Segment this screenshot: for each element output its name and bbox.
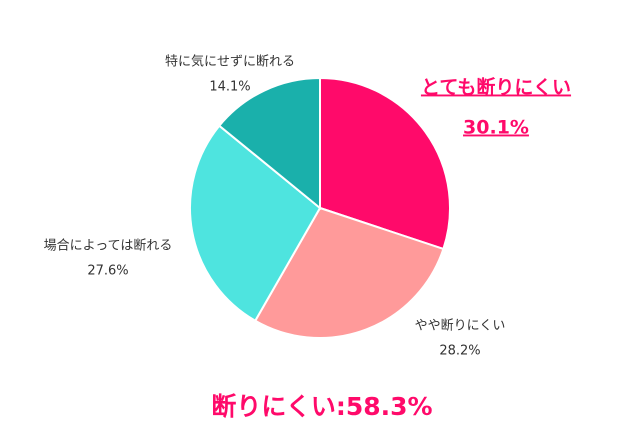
value-label: 27.6% bbox=[87, 264, 128, 279]
value-label: 30.1% bbox=[463, 117, 529, 139]
pie-slice bbox=[217, 76, 321, 211]
annotation: 断りにくい:58.3% bbox=[211, 392, 432, 421]
pie-slice bbox=[189, 124, 322, 323]
pie-slice bbox=[319, 76, 451, 251]
slice-label: とても断りにくい bbox=[421, 76, 571, 99]
slice-label: 場合によっては断れる bbox=[44, 239, 173, 254]
slice-label: 特に気にせずに断れる bbox=[165, 54, 295, 70]
value-label: 14.1% bbox=[209, 80, 250, 95]
slice-label: やや断りにくい bbox=[415, 319, 506, 334]
value-label: 28.2% bbox=[439, 344, 480, 359]
